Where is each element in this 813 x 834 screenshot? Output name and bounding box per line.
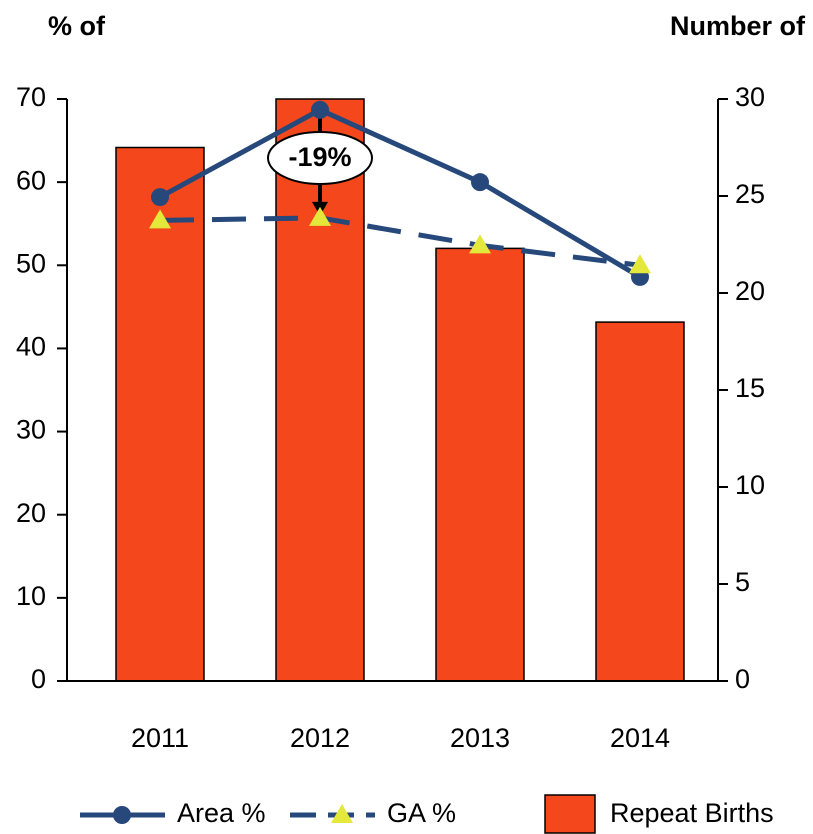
- y2-tick-label: 30: [735, 82, 765, 112]
- annotation-bubble: [267, 131, 373, 185]
- bar: [595, 321, 685, 682]
- line: [158, 107, 642, 280]
- y2-tick-label: 0: [735, 664, 750, 694]
- y-tick-label: 30: [16, 415, 46, 445]
- y-axis-title: % of: [48, 11, 106, 41]
- x-tick-label: 2012: [290, 723, 350, 753]
- y-tick-label: 70: [16, 82, 46, 112]
- legend-item: Repeat Births: [544, 794, 774, 834]
- y-tick-label: 50: [16, 248, 46, 278]
- annotation: -19%: [288, 142, 351, 172]
- x-tick-label: 2013: [450, 723, 510, 753]
- y-tick-label: 60: [16, 165, 46, 195]
- legend-marker: [113, 806, 131, 824]
- marker: [629, 254, 651, 274]
- marker: [151, 188, 169, 207]
- bar: [435, 247, 525, 682]
- legend-item: Area %: [80, 798, 266, 828]
- marker: [469, 234, 491, 254]
- y2-tick-label: 20: [735, 276, 765, 306]
- y-tick-label: 40: [16, 332, 46, 362]
- y2-tick-label: 5: [735, 567, 750, 597]
- legend-label: Repeat Births: [610, 798, 774, 828]
- y2-axis-title: Number of: [670, 11, 806, 41]
- legend-marker: [331, 804, 353, 823]
- marker: [309, 206, 331, 226]
- legend-label: GA %: [387, 798, 456, 828]
- y2-tick-label: 15: [735, 373, 765, 403]
- bar: [115, 146, 205, 682]
- marker: [311, 100, 329, 119]
- marker: [471, 173, 489, 192]
- legend-label: Area %: [177, 798, 266, 828]
- x-tick-label: 2011: [131, 723, 189, 753]
- y2-tick-label: 10: [735, 470, 765, 500]
- y-tick-label: 10: [16, 581, 46, 611]
- y2-tick-label: 25: [735, 179, 765, 209]
- y-tick-label: 20: [16, 498, 46, 528]
- y-tick-label: 0: [31, 664, 46, 694]
- legend-swatch: [544, 794, 596, 834]
- line: [159, 215, 641, 268]
- legend-item: GA %: [290, 798, 456, 828]
- marker: [149, 209, 171, 229]
- x-tick-label: 2014: [610, 723, 670, 753]
